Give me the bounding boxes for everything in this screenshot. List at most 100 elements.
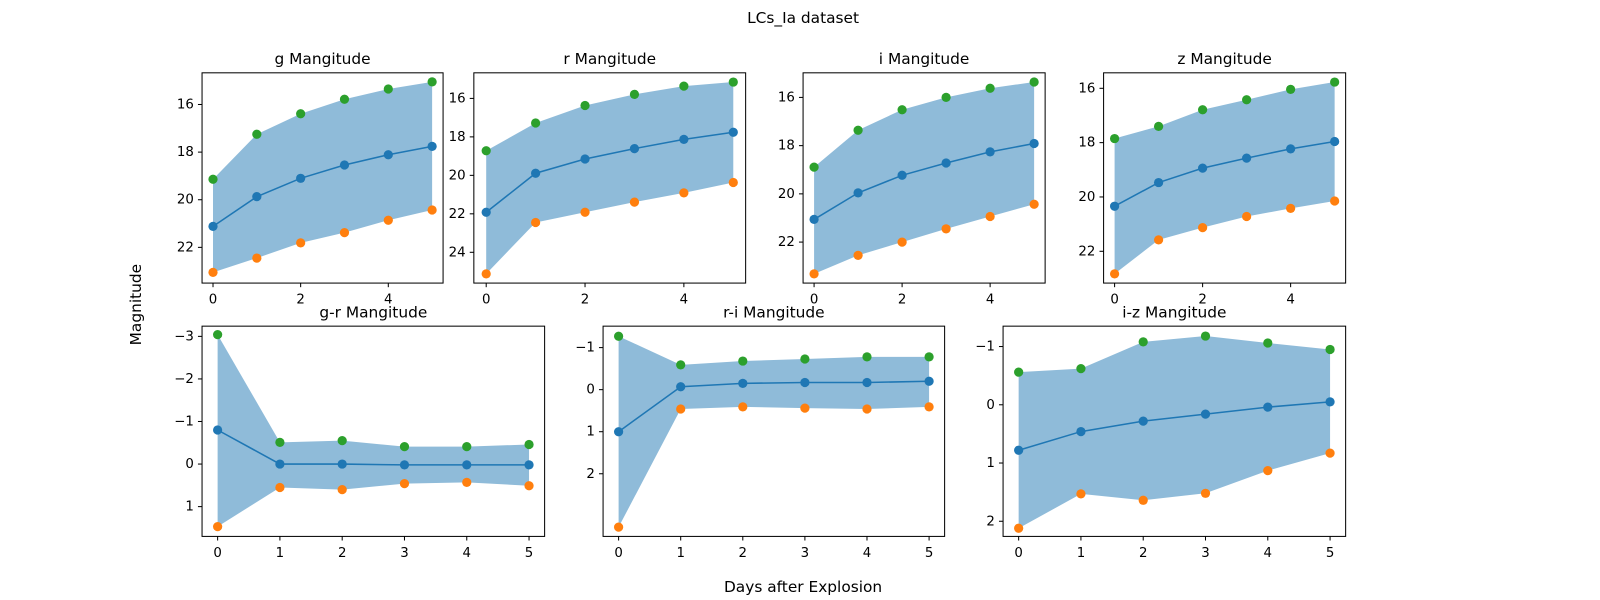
point [809, 214, 819, 225]
point [897, 170, 907, 180]
point [1014, 445, 1024, 455]
mean-line [618, 380, 930, 433]
mean-line [217, 429, 530, 466]
y-tick-label: −1 [575, 341, 595, 356]
point [809, 269, 819, 279]
point [383, 215, 393, 225]
point [853, 250, 863, 260]
x-tick-label: 4 [680, 292, 688, 307]
point [862, 377, 872, 388]
y-tick-label: 22 [177, 240, 194, 255]
point [679, 134, 689, 144]
point [337, 459, 347, 469]
point [208, 174, 218, 184]
point [1242, 153, 1252, 163]
x-tick-label: 4 [1264, 546, 1272, 561]
y-tick-label: 20 [778, 187, 795, 202]
point [676, 382, 686, 392]
band-fill [213, 81, 433, 273]
mean-line [1018, 401, 1331, 451]
point [1197, 163, 1208, 173]
point [1109, 201, 1120, 211]
x-tick-label: 4 [863, 546, 871, 561]
point [337, 484, 347, 495]
point [580, 154, 590, 164]
point [613, 522, 624, 532]
point [296, 238, 306, 248]
y-tick-label: 16 [778, 90, 795, 105]
point [1153, 121, 1164, 131]
x-tick-label: 4 [986, 292, 994, 307]
point [1263, 338, 1273, 348]
point [1197, 223, 1208, 233]
axes-frame [802, 72, 1046, 284]
x-tick-label: 2 [1198, 292, 1206, 307]
x-tick-label: 2 [739, 546, 747, 561]
panel-title: i-z Mangitude [1122, 303, 1226, 321]
point [531, 168, 541, 178]
point [481, 269, 491, 279]
point [1153, 177, 1164, 188]
x-tick-label: 0 [810, 292, 818, 307]
x-tick-label: 2 [898, 292, 906, 307]
x-tick-label: 1 [1077, 546, 1085, 561]
axes-frame [1002, 325, 1347, 537]
point [1029, 138, 1039, 149]
x-tick-label: 3 [801, 546, 809, 561]
point [985, 147, 995, 157]
x-tick-label: 2 [581, 292, 589, 307]
y-tick-label: 2 [986, 514, 994, 529]
y-tick-label: 22 [778, 235, 795, 250]
figure-title: LCs_Ia dataset [747, 9, 859, 28]
point [629, 89, 640, 99]
y-tick-label: 1 [986, 456, 994, 471]
y-tick-label: 20 [177, 193, 194, 208]
point [1153, 235, 1164, 245]
point [427, 141, 437, 152]
y-tick-label: 0 [586, 383, 594, 398]
mean-line [212, 145, 433, 228]
point [337, 436, 347, 446]
point [339, 160, 350, 170]
point [629, 143, 640, 154]
point [213, 522, 223, 532]
axes-frame [602, 325, 946, 537]
point [800, 354, 810, 364]
point [1076, 364, 1086, 374]
axes-frame [473, 72, 747, 284]
x-tick-label: 0 [1110, 292, 1118, 307]
point [676, 404, 686, 414]
point [985, 211, 995, 222]
point [1325, 344, 1335, 355]
point [275, 459, 285, 469]
y-tick-label: −3 [174, 329, 194, 344]
point [1109, 269, 1120, 279]
point [427, 205, 437, 215]
point [252, 253, 262, 263]
point [679, 81, 689, 91]
x-tick-label: 4 [384, 292, 392, 307]
panel-title: g Mangitude [275, 50, 371, 68]
point [208, 267, 218, 277]
x-tick-label: 0 [1014, 546, 1022, 561]
point [613, 427, 624, 437]
y-tick-label: 18 [1078, 136, 1095, 151]
point [427, 77, 437, 87]
y-tick-label: 22 [1078, 244, 1095, 259]
band-fill [618, 336, 930, 528]
point [924, 376, 934, 386]
point [1029, 77, 1039, 87]
panel-title: r Mangitude [563, 50, 656, 68]
point [924, 402, 934, 412]
point [1330, 196, 1340, 206]
axes-frame [201, 72, 444, 284]
band-fill [814, 81, 1035, 274]
point [1330, 77, 1340, 87]
point [862, 352, 872, 362]
point [1263, 402, 1273, 412]
x-tick-label: 4 [463, 546, 471, 561]
band-fill [1114, 82, 1335, 274]
point [1138, 337, 1148, 347]
point [275, 482, 285, 493]
x-tick-label: 2 [338, 546, 346, 561]
